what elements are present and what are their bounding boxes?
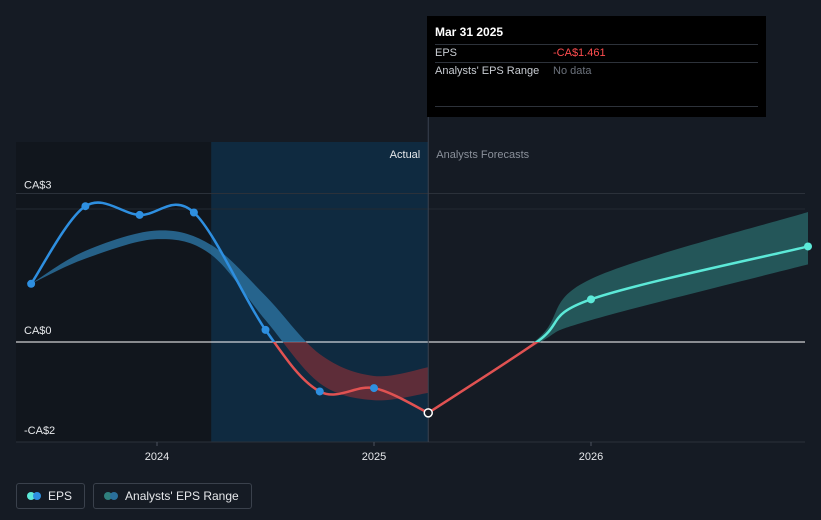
x-tick-label: 2026 — [579, 451, 603, 463]
eps-point — [315, 387, 324, 396]
y-tick-label: -CA$2 — [24, 425, 55, 437]
axis-ticks: CA$3 CA$0 -CA$2 2024 2025 2026 — [24, 180, 603, 464]
eps-point — [189, 208, 198, 217]
past-range-band-negative — [282, 342, 429, 401]
legend-item-eps[interactable]: EPS — [16, 483, 86, 509]
tooltip-date: Mar 31 2025 — [435, 25, 504, 39]
eps-actual-line-negative — [272, 342, 429, 414]
chart-legend: EPS Analysts' EPS Range — [16, 483, 252, 509]
legend-eps-range-label: Analysts' EPS Range — [125, 489, 239, 503]
actual-label: Actual — [390, 149, 421, 161]
y-tick-label: CA$3 — [24, 180, 52, 192]
tooltip-eps-label: EPS — [435, 47, 458, 59]
eps-forecast-point — [587, 295, 595, 304]
gridlines — [16, 193, 805, 443]
tooltip-row-range: Analysts' EPS Range No data — [435, 62, 758, 80]
eps-forecast-line-negative — [427, 342, 539, 414]
eps-tooltip: Mar 31 2025 EPS -CA$1.461 Analysts' EPS … — [427, 16, 766, 117]
eps-point — [261, 325, 270, 334]
legend-eps-label: EPS — [48, 489, 73, 503]
eps-point — [423, 408, 433, 418]
legend-item-eps-range[interactable]: Analysts' EPS Range — [93, 483, 252, 509]
past-range-band-positive — [31, 230, 307, 342]
past-dark-region — [16, 142, 212, 442]
tooltip-range-label: Analysts' EPS Range — [435, 65, 540, 77]
x-tick-label: 2024 — [145, 451, 169, 463]
eps-forecast-line — [534, 245, 809, 342]
forecast-label: Analysts Forecasts — [436, 149, 529, 161]
tooltip-divider — [435, 106, 758, 107]
eps-point — [370, 384, 378, 393]
y-tick-label: CA$0 — [24, 325, 52, 337]
eps-swatch-icon — [27, 492, 41, 500]
tooltip-row-eps: EPS -CA$1.461 — [435, 44, 758, 62]
eps-forecast-point — [804, 242, 812, 251]
eps-point — [27, 279, 36, 288]
tooltip-range-value: No data — [553, 65, 592, 77]
eps-point — [81, 202, 90, 211]
eps-range-swatch-icon — [104, 492, 119, 500]
eps-points — [27, 202, 812, 418]
tooltip-eps-value: -CA$1.461 — [553, 47, 606, 59]
future-range-band-positive — [533, 212, 808, 342]
eps-point — [135, 210, 144, 219]
x-tick-label: 2025 — [362, 451, 386, 463]
